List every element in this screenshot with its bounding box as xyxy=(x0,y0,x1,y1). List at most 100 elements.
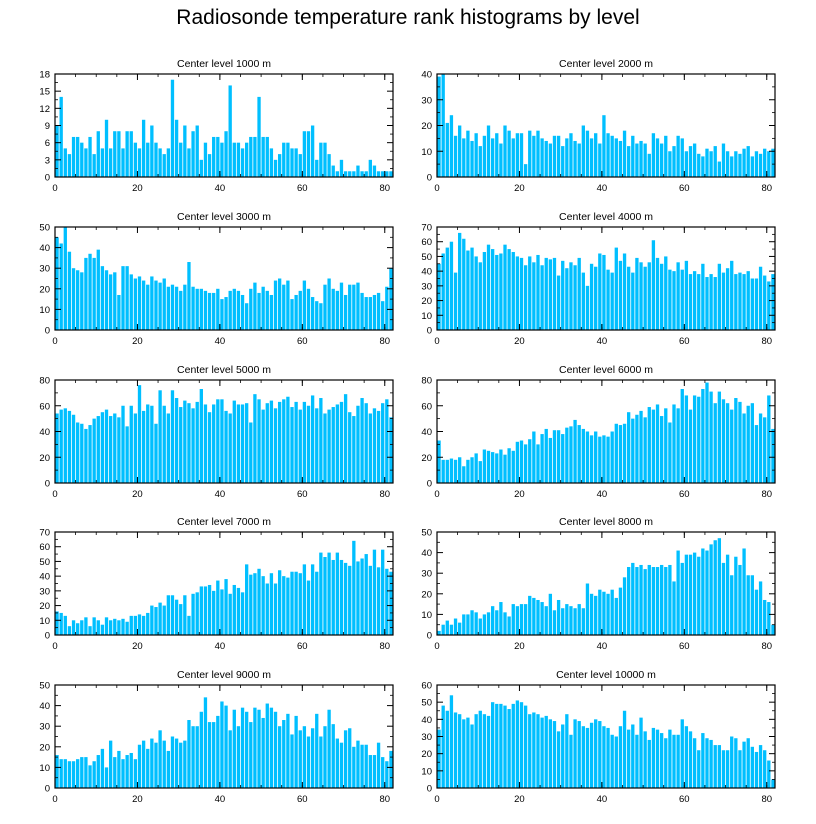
histogram-bar xyxy=(692,552,697,635)
histogram-bar xyxy=(306,288,311,330)
histogram-bar xyxy=(758,581,763,635)
histogram-bar xyxy=(121,266,125,330)
histogram-bar xyxy=(96,249,100,330)
histogram-bar xyxy=(269,400,274,483)
histogram-bar xyxy=(647,153,651,177)
histogram-bar xyxy=(306,580,311,635)
histogram-bar xyxy=(339,559,344,635)
histogram-bar xyxy=(519,604,524,635)
histogram-bar xyxy=(356,405,360,483)
histogram-bar xyxy=(548,437,553,483)
histogram-bar xyxy=(146,404,150,483)
histogram-bar xyxy=(676,734,680,788)
y-tick-label: 0 xyxy=(45,784,50,795)
histogram-bar xyxy=(302,401,307,483)
histogram-bar xyxy=(627,567,631,635)
histogram-bar xyxy=(125,131,129,177)
histogram-bar xyxy=(368,755,372,788)
histogram-bar xyxy=(364,554,368,635)
histogram-bar xyxy=(298,290,302,330)
histogram-bar xyxy=(228,85,232,177)
y-tick-label: 60 xyxy=(39,542,50,553)
histogram-bar xyxy=(478,618,482,635)
histogram-bar xyxy=(474,453,478,483)
histogram-bar xyxy=(224,579,228,635)
histogram-bar xyxy=(523,164,528,178)
x-tick-label: 0 xyxy=(434,336,439,347)
histogram-bar xyxy=(692,738,697,788)
histogram-bar xyxy=(635,414,639,483)
histogram-bar xyxy=(594,431,598,483)
histogram-bar xyxy=(598,589,602,635)
histogram-bar xyxy=(224,297,228,330)
histogram-bar xyxy=(763,417,767,483)
histogram-bar xyxy=(684,260,689,330)
histogram-bar xyxy=(618,260,623,330)
histogram-bar xyxy=(265,136,269,177)
histogram-bar xyxy=(343,562,348,635)
histogram-bar xyxy=(635,143,639,177)
histogram-bar xyxy=(348,728,352,788)
histogram-bar xyxy=(80,620,84,635)
x-tick-label: 60 xyxy=(297,489,308,500)
x-tick-label: 20 xyxy=(514,183,525,194)
histogram-bar xyxy=(441,624,445,635)
histogram-bar xyxy=(449,624,454,635)
histogram-bar xyxy=(232,584,236,635)
histogram-bar xyxy=(203,290,208,330)
histogram-bar xyxy=(631,562,635,635)
histogram-bar xyxy=(294,294,298,330)
histogram-bar xyxy=(310,564,315,635)
histogram-bar xyxy=(265,290,269,330)
histogram-bar xyxy=(507,616,511,635)
x-tick-label: 40 xyxy=(597,489,608,500)
panel-title: Center level 8000 m xyxy=(559,516,653,528)
histogram-bar xyxy=(556,731,561,788)
histogram-bar xyxy=(474,133,478,177)
histogram-bar xyxy=(627,412,631,483)
histogram-bar xyxy=(282,720,286,788)
histogram-bar xyxy=(158,148,162,177)
y-tick-label: 10 xyxy=(421,147,432,158)
histogram-bar xyxy=(294,401,298,483)
histogram-bar xyxy=(631,135,635,177)
histogram-bar xyxy=(92,418,96,484)
histogram-bar xyxy=(437,440,441,483)
histogram-bar xyxy=(310,125,315,177)
histogram-bar xyxy=(478,146,482,177)
histogram-bar xyxy=(174,286,179,330)
histogram-bar xyxy=(331,165,335,177)
histogram-bar xyxy=(327,552,331,635)
histogram-bar xyxy=(170,595,175,635)
histogram-bar xyxy=(569,734,573,788)
histogram-bar xyxy=(228,593,232,635)
x-tick-label: 80 xyxy=(761,183,772,194)
histogram-bar xyxy=(133,615,138,635)
histogram-bar xyxy=(232,142,236,177)
histogram-bar xyxy=(738,272,742,330)
histogram-bar xyxy=(643,266,647,330)
histogram-bar xyxy=(680,562,684,635)
histogram-bar xyxy=(343,394,348,483)
histogram-bar xyxy=(356,561,360,635)
histogram-bar xyxy=(754,278,759,330)
histogram-bar xyxy=(643,417,647,483)
histogram-bar xyxy=(92,761,96,788)
histogram-bar xyxy=(499,449,503,483)
histogram-bar xyxy=(137,614,142,635)
histogram-bar xyxy=(507,249,511,330)
histogram-bar xyxy=(536,714,540,788)
histogram-bar xyxy=(216,136,220,177)
y-tick-label: 80 xyxy=(421,376,432,387)
histogram-bar xyxy=(257,709,261,788)
histogram-bar xyxy=(561,146,565,177)
histogram-bar xyxy=(697,396,701,483)
histogram-bar xyxy=(212,136,216,177)
histogram-bar xyxy=(360,171,364,177)
histogram-bar xyxy=(643,143,647,177)
histogram-bar xyxy=(606,727,610,788)
histogram-bar xyxy=(569,262,573,330)
histogram-bar xyxy=(767,760,771,788)
histogram-bar xyxy=(162,605,166,635)
histogram-bar xyxy=(511,252,515,330)
